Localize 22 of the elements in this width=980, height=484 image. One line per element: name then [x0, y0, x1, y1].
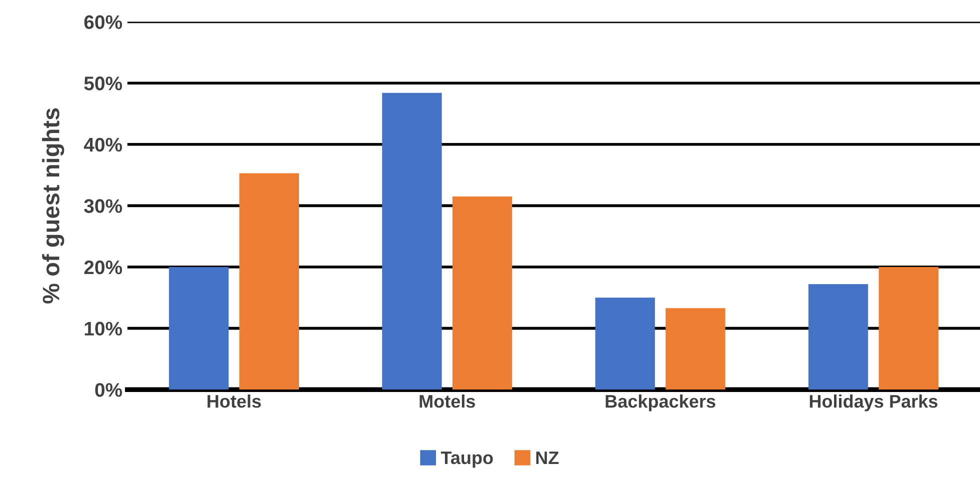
y-tick-label: 50%	[84, 76, 122, 90]
bar	[452, 196, 512, 390]
x-tick-label: Hotels	[208, 394, 261, 408]
y-tick-label: 0%	[95, 383, 122, 397]
legend-label: NZ	[536, 452, 559, 464]
y-tick-label: 10%	[84, 322, 122, 336]
y-tick-label: 20%	[84, 260, 122, 274]
x-tick-label: Motels	[420, 394, 475, 408]
y-axis-title: % of guest nights	[42, 108, 64, 304]
bar	[595, 298, 655, 390]
x-tick-label: Backpackers	[606, 394, 716, 412]
y-tick-label: 60%	[84, 15, 122, 30]
bar	[878, 267, 938, 390]
bar	[382, 92, 442, 390]
y-tick-label: 40%	[84, 138, 122, 152]
x-tick-label: Holidays Parks	[810, 394, 938, 412]
legend-label: Taupo	[440, 452, 493, 468]
bar	[666, 308, 726, 390]
bar	[239, 173, 299, 390]
bar	[808, 284, 868, 390]
bar	[168, 267, 229, 390]
y-tick-label: 30%	[84, 199, 122, 213]
